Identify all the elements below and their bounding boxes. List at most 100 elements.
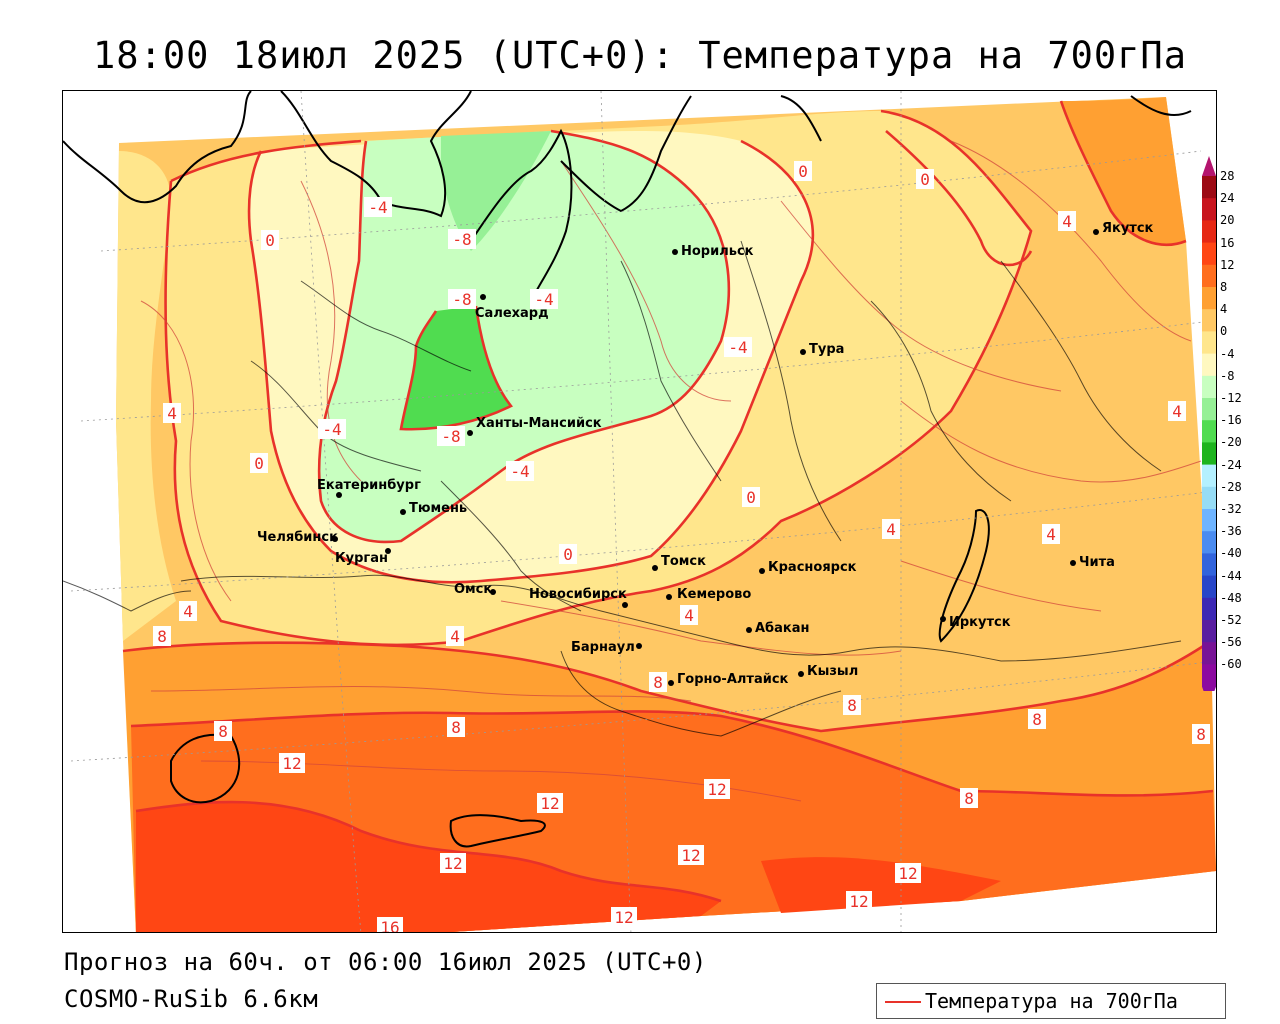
scale-label: -40: [1220, 546, 1242, 561]
scale-cell: [1202, 575, 1216, 599]
contour-label: -4: [534, 290, 553, 309]
scale-cell: [1202, 287, 1216, 310]
zone-8-12-east: [1061, 97, 1186, 245]
model-name: COSMO-RuSib 6.6км: [64, 985, 319, 1013]
contour-label: 4: [886, 520, 896, 539]
city-label: Тюмень: [409, 501, 467, 516]
scale-label: 28: [1220, 169, 1235, 183]
scale-label: 0: [1220, 324, 1228, 339]
zone-neg8-neg4: [319, 131, 729, 542]
scale-label: -44: [1220, 568, 1242, 583]
zone-neg12-neg8-north: [441, 131, 551, 251]
scale-cell: [1202, 620, 1216, 643]
city-label: Чита: [1079, 555, 1115, 570]
city-label: Тура: [809, 342, 844, 357]
contour-label: 4: [1062, 212, 1072, 231]
contour-label: -8: [452, 230, 471, 249]
contour-label: -8: [441, 427, 460, 446]
scale-arrow-up: [1202, 156, 1216, 176]
legend-line-swatch: [885, 1001, 921, 1003]
scale-label: 4: [1220, 302, 1228, 317]
contour-label: 8: [1032, 710, 1042, 729]
contour-label: 12: [282, 754, 301, 773]
contour-label: 4: [167, 404, 177, 423]
city-label: Томск: [661, 554, 706, 569]
color-scale-bar: [1202, 156, 1216, 691]
scale-label: 24: [1220, 191, 1235, 206]
scale-label: -16: [1220, 413, 1242, 428]
contour-label: 8: [964, 789, 974, 808]
legend-label: Температура на 700гПа: [925, 989, 1178, 1013]
scale-cell: [1202, 531, 1216, 554]
scale-cell: [1202, 420, 1216, 443]
isotherm-lines: [122, 100, 1214, 903]
scale-arrow-down: [1202, 686, 1216, 691]
contour-label: 8: [653, 673, 663, 692]
scale-cell: [1202, 375, 1216, 399]
city-label: Горно-Алтайск: [677, 672, 789, 687]
contour-label: 0: [798, 162, 808, 181]
contour-label: 12: [614, 908, 633, 927]
zone-neg12-neg8: [401, 306, 511, 430]
contour-label: -4: [728, 338, 747, 357]
contour-label: 8: [157, 627, 167, 646]
scale-label: -48: [1220, 590, 1242, 605]
scale-label: -32: [1220, 502, 1242, 516]
contour-label: -4: [510, 462, 529, 481]
map-title: 18:00 18июл 2025 (UTC+0): Температура на…: [93, 34, 1187, 77]
scale-label: -28: [1220, 479, 1242, 494]
city-label: Кемерово: [677, 587, 751, 602]
city-label: Челябинск: [257, 530, 338, 545]
contour-label: 12: [681, 846, 700, 865]
zone-0-4-west: [116, 151, 176, 641]
coastlines: [63, 91, 1192, 848]
contour-label: 0: [746, 488, 756, 507]
city-group: Норильск Салехард Тура Якутск Ханты-Манс…: [257, 221, 1154, 687]
city-label: Кызыл: [807, 664, 858, 679]
scale-label: -52: [1220, 613, 1242, 627]
scale-cell: [1202, 353, 1216, 377]
contour-label: 8: [1196, 725, 1206, 744]
contour-label: -8: [452, 290, 471, 309]
contour-label: 8: [451, 718, 461, 737]
scale-label: -60: [1220, 657, 1242, 672]
contour-label: 12: [849, 892, 868, 911]
city-label: Якутск: [1102, 221, 1154, 236]
scale-cell: [1202, 309, 1216, 332]
contour-label: 4: [1172, 402, 1182, 421]
city-label: Абакан: [755, 621, 810, 636]
city-label: Красноярск: [768, 560, 857, 575]
scale-label: -56: [1220, 635, 1242, 650]
temperature-map: 0 0 -4 0 -8 -8 -4 4 -4 -4 -8 -4 4 0 0 0 …: [63, 91, 1216, 933]
zone-16-20: [136, 802, 721, 932]
contour-label: 12: [898, 864, 917, 883]
scale-cell: [1202, 664, 1216, 688]
contour-label-group: 0 0 -4 0 -8 -8 -4 4 -4 -4 -8 -4 4 0 0 0 …: [153, 161, 1210, 933]
legend: Температура на 700гПа: [876, 983, 1226, 1019]
scale-cell: [1202, 198, 1216, 221]
scale-cell: [1202, 553, 1216, 577]
city-label: Новосибирск: [529, 587, 627, 602]
contour-label: 0: [563, 545, 573, 564]
scale-label: -20: [1220, 435, 1242, 450]
scale-cell: [1202, 442, 1216, 466]
scale-label: 16: [1220, 235, 1235, 250]
scale-cell: [1202, 264, 1216, 288]
scale-cell: [1202, 486, 1216, 510]
scale-label: 20: [1220, 213, 1235, 228]
contour-label: 12: [707, 780, 726, 799]
contour-label: 8: [847, 696, 857, 715]
scale-label: -12: [1220, 391, 1242, 405]
scale-cell: [1202, 242, 1216, 266]
city-label: Екатеринбург: [317, 478, 421, 493]
contour-label: 8: [218, 722, 228, 741]
contour-label: 4: [183, 602, 193, 621]
scale-label: -8: [1220, 368, 1235, 383]
scale-label: 8: [1220, 280, 1228, 294]
zone-16-20-b: [761, 857, 1001, 913]
contour-label: 0: [265, 231, 275, 250]
contour-label: 16: [380, 918, 399, 933]
scale-cell: [1202, 176, 1216, 199]
contour-label: -4: [368, 198, 387, 217]
scale-cell: [1202, 220, 1216, 244]
